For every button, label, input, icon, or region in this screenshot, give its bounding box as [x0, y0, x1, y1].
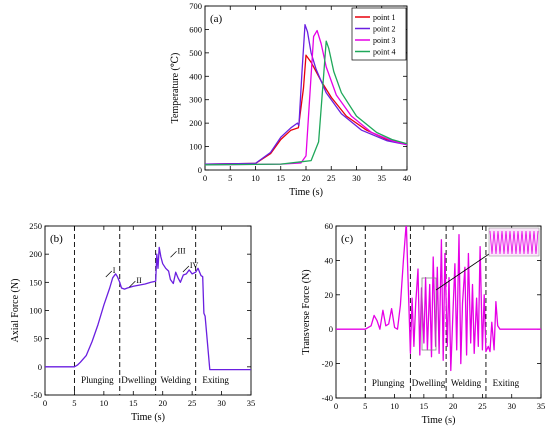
annotation-arrow	[182, 265, 190, 273]
phase-label: Exiting	[202, 375, 229, 385]
x-tick-label: 35	[247, 398, 256, 408]
y-tick-label: 200	[189, 118, 202, 128]
x-tick-label: 25	[188, 398, 197, 408]
y-tick-label: 600	[189, 24, 202, 34]
x-tick-label: 20	[449, 401, 458, 411]
y-tick-label: 150	[29, 277, 42, 287]
x-tick-label: 35	[537, 401, 546, 411]
legend-entry: point 3	[373, 36, 395, 45]
y-tick-label: 100	[189, 142, 202, 152]
y-tick-label: 40	[325, 255, 334, 265]
phase-label: Welding	[451, 378, 482, 388]
zoom-region-box	[421, 277, 437, 351]
chart-panel-1: 0 5 10 15 20 25 30 35 400100200300400500600700Ti…	[170, 1, 411, 198]
x-tick-label: 10	[390, 401, 399, 411]
zoom-inset	[421, 227, 540, 351]
y-tick-label: 20	[325, 290, 334, 300]
x-tick-label: 0	[43, 398, 47, 408]
y-tick-label: 700	[189, 1, 202, 11]
y-tick-label: -40	[322, 393, 333, 403]
x-tick-label: 25	[327, 173, 336, 183]
x-tick-label: 25	[478, 401, 487, 411]
x-tick-label: 15	[129, 398, 138, 408]
annotation-arrow	[129, 280, 136, 288]
y-axis-title: Transverse Force (N)	[301, 269, 312, 354]
y-tick-label: 100	[29, 306, 42, 316]
chart-panel-3: 0 5 10 15 20 25 30 35 -40 -20 0 20 40 60 Time (s) Trans…	[301, 221, 545, 426]
annotation-label: I	[113, 266, 116, 275]
y-tick-label: 400	[189, 71, 202, 81]
x-tick-label: 5	[72, 398, 76, 408]
x-axis-title: Time (s)	[422, 415, 456, 426]
legend: point 1 point 2 point 3 point 4	[351, 7, 407, 61]
legend-entry: point 4	[373, 48, 395, 57]
x-tick-label: 5	[228, 173, 232, 183]
annotation-label: III	[178, 246, 186, 255]
panel-label: (b)	[50, 233, 63, 245]
x-tick-label: 10	[251, 173, 260, 183]
series-line-2	[205, 24, 407, 165]
legend-entry: point 2	[373, 25, 395, 34]
x-tick-label: 0	[334, 401, 338, 411]
legend-entry: point 1	[373, 13, 395, 22]
panel-label: (a)	[210, 13, 223, 25]
series-line-1	[205, 54, 407, 165]
y-axis-title: Axial Force (N)	[10, 279, 21, 343]
y-tick-label: 0	[38, 362, 42, 372]
phase-label: Dwelling	[412, 378, 446, 388]
x-tick-label: 15	[420, 401, 429, 411]
x-axis-title: Time (s)	[131, 412, 165, 423]
phase-label: Dwelling	[121, 375, 155, 385]
y-tick-label: -20	[322, 359, 333, 369]
x-axis-title: Time (s)	[289, 187, 323, 198]
x-tick-label: 30	[507, 401, 516, 411]
x-tick-label: 30	[217, 398, 226, 408]
y-tick-label: 500	[189, 48, 202, 58]
y-tick-label: 0	[329, 324, 333, 334]
x-tick-label: 35	[378, 173, 387, 183]
y-tick-label: 200	[29, 249, 42, 259]
x-tick-label: 40	[403, 173, 412, 183]
x-tick-label: 20	[302, 173, 311, 183]
y-tick-label: 60	[325, 221, 334, 231]
series-line-1	[45, 246, 251, 371]
y-tick-label: 50	[34, 334, 43, 344]
y-tick-label: -50	[31, 390, 42, 400]
x-tick-label: 20	[158, 398, 167, 408]
x-tick-label: 15	[277, 173, 286, 183]
y-axis-title: Temperature (℃)	[170, 53, 181, 124]
y-tick-label: 0	[198, 165, 202, 175]
annotation-label: IV	[190, 261, 199, 270]
plot-frame	[335, 225, 542, 399]
zoom-inset-trace	[489, 230, 539, 255]
x-tick-label: 5	[363, 401, 367, 411]
annotation-arrow	[105, 270, 113, 278]
y-tick-label: 300	[189, 95, 202, 105]
x-tick-label: 10	[100, 398, 109, 408]
phase-label: Plunging	[81, 375, 114, 385]
x-tick-label: 30	[352, 173, 361, 183]
series-line-4	[205, 40, 407, 166]
phase-label: Welding	[161, 375, 192, 385]
annotation-label: II	[136, 276, 142, 285]
phase-label: Plunging	[372, 378, 405, 388]
annotation-arrow	[170, 251, 177, 258]
series-line-1	[336, 226, 541, 372]
y-tick-label: 250	[29, 221, 42, 231]
zoom-arrow	[435, 253, 490, 291]
panel-label: (c)	[341, 233, 354, 245]
x-tick-label: 0	[203, 173, 207, 183]
phase-label: Exiting	[493, 378, 520, 388]
